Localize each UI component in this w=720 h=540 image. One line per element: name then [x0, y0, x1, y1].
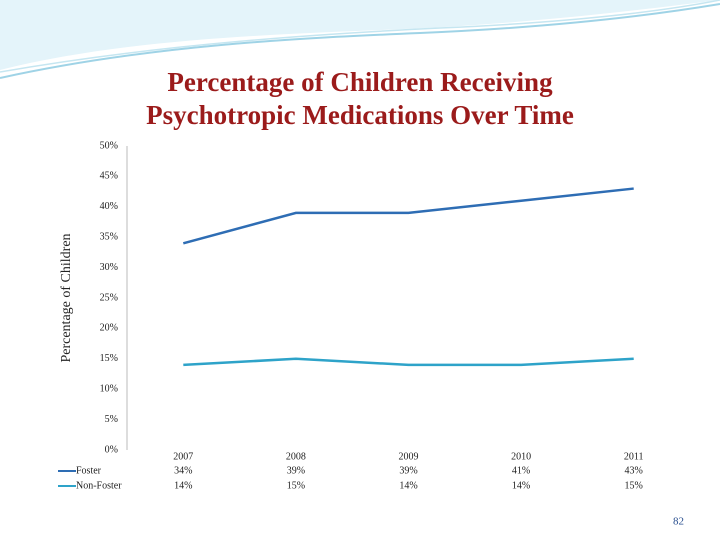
y-tick-label: 0% [105, 444, 118, 455]
data-table-value: 14% [512, 480, 530, 491]
data-table-value: 15% [625, 480, 643, 491]
x-tick-label: 2009 [399, 451, 419, 462]
y-tick-label: 5% [105, 414, 118, 425]
series-line [182, 187, 634, 245]
y-tick-label: 15% [100, 353, 118, 364]
data-table-value: 15% [287, 480, 305, 491]
data-table-value: 41% [512, 465, 530, 476]
y-tick-label: 10% [100, 383, 118, 394]
legend-label: Foster [76, 465, 102, 476]
y-tick-label: 45% [100, 171, 118, 182]
y-tick-label: 30% [100, 262, 118, 273]
data-table-value: 14% [399, 480, 417, 491]
y-tick-label: 40% [100, 201, 118, 212]
data-table-value: 39% [287, 465, 305, 476]
y-tick-label: 20% [100, 323, 118, 334]
x-tick-label: 2011 [624, 451, 644, 462]
y-axis-label: Percentage of Children [59, 233, 74, 362]
y-tick-label: 50% [100, 140, 118, 151]
x-tick-label: 2007 [173, 451, 193, 462]
data-table-value: 34% [174, 465, 192, 476]
legend-label: Non-Foster [76, 480, 122, 491]
data-table-value: 39% [399, 465, 417, 476]
x-tick-label: 2010 [511, 451, 531, 462]
x-tick-label: 2008 [286, 451, 306, 462]
header-wave [0, 0, 720, 70]
series-line [183, 357, 634, 367]
page-number: 82 [673, 516, 684, 528]
y-tick-label: 35% [100, 231, 118, 242]
header-wave-line [0, 3, 720, 79]
data-table-value: 14% [174, 480, 192, 491]
header-wave-line [0, 0, 720, 73]
chart-title: Percentage of Children Receiving Psychot… [146, 67, 574, 130]
y-tick-label: 25% [100, 292, 118, 303]
data-table-value: 43% [625, 465, 643, 476]
